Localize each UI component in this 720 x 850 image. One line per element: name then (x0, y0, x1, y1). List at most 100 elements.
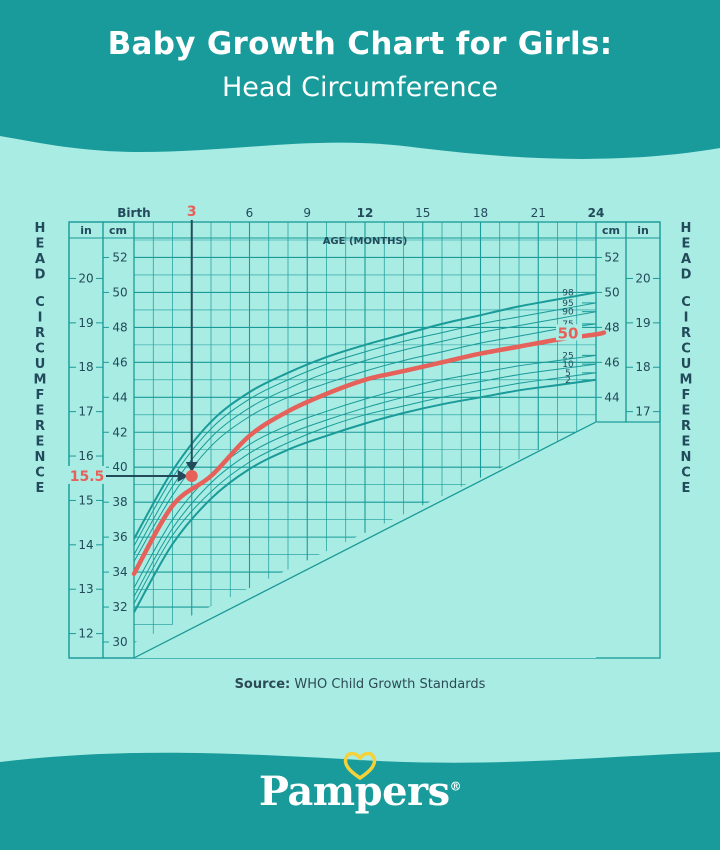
inch-tick-label: 17 (78, 405, 93, 419)
y-axis-label-right-letter: R (681, 419, 691, 434)
inch-tick-label-right: 19 (635, 316, 650, 330)
y-axis-label-right-letter: C (681, 295, 691, 310)
inch-tick-label: 12 (78, 627, 93, 641)
percentile-50-label: 50 (558, 324, 579, 342)
cm-tick-label: 36 (112, 530, 127, 544)
percentile-label: 90 (562, 308, 574, 318)
y-axis-label-left-letter: N (35, 450, 46, 465)
cm-tick-label: 42 (112, 425, 127, 439)
y-axis-label-left-letter: D (35, 268, 46, 283)
cm-tick-label: 50 (112, 285, 127, 299)
unit-in-right: in (637, 224, 649, 237)
y-axis-label-right-letter: C (681, 466, 691, 481)
percentile-line (133, 323, 597, 562)
inch-tick-label: 14 (78, 538, 93, 552)
percentile-line (133, 363, 597, 597)
y-axis-label-right-letter: I (684, 311, 689, 326)
cm-tick-label: 38 (112, 495, 127, 509)
cm-tick-label: 46 (112, 355, 127, 369)
cm-tick-label: 48 (112, 320, 127, 334)
percentile-label: 25 (562, 351, 573, 361)
percentile-line (133, 311, 597, 555)
y-axis-label-right-letter: D (681, 268, 692, 283)
y-axis-label-left-letter: R (35, 419, 45, 434)
highlight-point (185, 469, 198, 482)
unit-cm-right: cm (602, 224, 620, 237)
cm-tick-label-right: 50 (604, 285, 619, 299)
footer-wave (0, 752, 720, 850)
inch-tick-label-right: 17 (635, 405, 650, 419)
cm-tick-label-right: 46 (604, 355, 619, 369)
y-axis-label-right-letter: H (681, 221, 692, 236)
y-axis-label-left-letter: E (36, 481, 45, 496)
highlight-age-label: 3 (187, 204, 197, 220)
heart-icon (343, 751, 377, 781)
y-axis-label-left-letter: M (34, 373, 47, 388)
cm-tick-label: 34 (112, 565, 127, 579)
source-text: WHO Child Growth Standards (294, 677, 486, 692)
y-axis-label-right-letter: A (681, 252, 691, 267)
x-axis-label: AGE (MONTHS) (323, 236, 408, 247)
percentile-line (133, 378, 597, 613)
inch-tick-label: 18 (78, 360, 93, 374)
x-tick-label: 12 (357, 206, 374, 220)
y-axis-label-left-letter: C (35, 295, 45, 310)
inch-tick-label: 13 (78, 582, 93, 596)
percentile-label: 95 (562, 299, 573, 309)
percentile-50-label-bg (556, 324, 582, 341)
x-tick-label: 9 (303, 206, 311, 220)
y-axis-label-left-letter: I (38, 311, 43, 326)
cm-tick-label: 32 (112, 600, 127, 614)
y-axis-label-left-letter: R (35, 326, 45, 341)
percentile-50-line (131, 330, 607, 577)
brand-registered: ® (449, 779, 462, 794)
x-tick-label: 21 (531, 206, 546, 220)
y-axis-label-left-letter: C (35, 342, 45, 357)
highlight-inch-label: 15.5 (70, 469, 105, 485)
y-axis-label-right-letter: M (680, 373, 693, 388)
chart-subtitle: Head Circumference (221, 72, 499, 103)
chart-diagonal-edge (133, 421, 597, 659)
unit-in-left: in (80, 224, 92, 237)
y-axis-label-right-letter: E (682, 404, 691, 419)
y-axis-label-right-letter: E (682, 237, 691, 252)
percentile-line (133, 372, 597, 604)
chart-title: Baby Growth Chart for Girls: (107, 26, 613, 62)
highlight-inch-bg (66, 465, 106, 484)
y-axis-label-right-letter: N (681, 450, 692, 465)
inch-tick-label: 20 (78, 271, 93, 285)
inch-tick-label: 15 (78, 493, 93, 507)
cm-tick-label-right: 52 (604, 250, 619, 264)
y-axis-label-left-letter: E (36, 237, 45, 252)
percentile-label: 5 (565, 369, 571, 379)
percentile-label: 98 (562, 288, 574, 298)
y-axis-label-right-letter: F (682, 388, 691, 403)
percentile-line (133, 291, 597, 540)
y-axis-label-right-letter: C (681, 342, 691, 357)
y-axis-label-left-letter: C (35, 466, 45, 481)
percentile-label: 10 (562, 360, 574, 370)
cm-tick-label-right: 48 (604, 320, 619, 334)
x-tick-label: Birth (117, 206, 150, 220)
inch-scale-right (625, 221, 661, 423)
y-axis-label-left-letter: F (36, 388, 45, 403)
y-axis-label-right-letter: U (681, 357, 692, 372)
percentile-label: 2 (565, 376, 571, 386)
y-axis-label-right-letter: E (682, 435, 691, 450)
age-arrow-head (185, 461, 198, 472)
x-tick-label: 24 (588, 206, 605, 220)
y-axis-label-right-letter: E (682, 481, 691, 496)
y-axis-label-left-letter: U (35, 357, 46, 372)
cm-tick-label: 52 (112, 250, 127, 264)
source-note: Source: WHO Child Growth Standards (0, 677, 720, 692)
header-wave (0, 0, 720, 159)
y-axis-label-left-letter: A (35, 252, 45, 267)
inch-tick-label: 16 (78, 449, 93, 463)
percentile-line (133, 302, 597, 547)
inch-tick-label-right: 18 (635, 360, 650, 374)
inch-arrow-head (177, 469, 188, 482)
cm-tick-label-right: 44 (604, 390, 619, 404)
x-tick-label: 6 (246, 206, 254, 220)
